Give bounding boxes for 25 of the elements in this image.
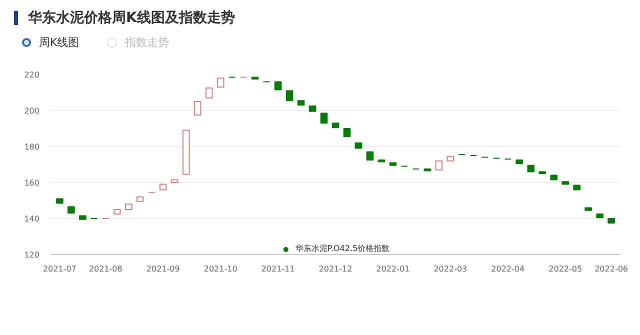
x-tick-label: 2022-05 — [548, 264, 582, 274]
x-tick-label: 2021-07 — [42, 264, 76, 274]
x-tick-label: 2022-04 — [491, 264, 525, 274]
x-tick-label: 2021-12 — [318, 264, 352, 274]
x-tick-label: 2021-10 — [204, 264, 238, 274]
x-tick-label: 2021-08 — [88, 264, 122, 274]
y-tick-label: 120 — [24, 250, 40, 260]
x-tick-label: 2022-06 — [594, 264, 628, 274]
candlestick — [320, 112, 328, 124]
x-tick-label: 2022-01 — [376, 264, 410, 274]
y-tick-label: 180 — [24, 142, 40, 152]
text: 指数走势 — [125, 36, 170, 50]
text: 周K线图 — [39, 36, 80, 50]
y-tick-label: 200 — [24, 106, 40, 116]
x-tick-label: 2021-09 — [146, 264, 180, 274]
candlestick — [286, 90, 294, 102]
chart-title: 华东水泥价格周K线图及指数走势 — [28, 10, 235, 26]
y-tick-label: 160 — [24, 178, 40, 188]
candlestick — [205, 88, 213, 98]
legend-label: 华东水泥P.O42.5价格指数 — [295, 243, 390, 254]
y-tick-label: 140 — [24, 214, 40, 224]
x-tick-label: 2021-11 — [261, 264, 295, 274]
candlestick — [194, 101, 202, 116]
x-tick-label: 2022-03 — [434, 264, 468, 274]
y-tick-label: 220 — [24, 70, 40, 80]
